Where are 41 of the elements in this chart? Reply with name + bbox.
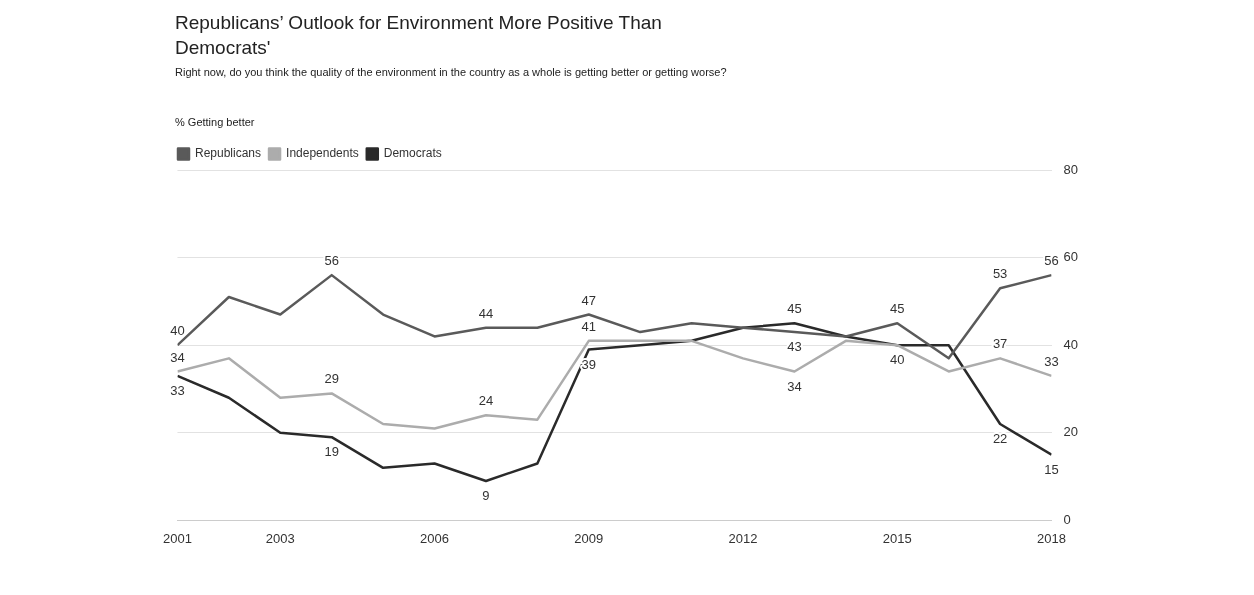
- legend-label: Independents: [286, 146, 359, 161]
- data-label: 39: [581, 356, 597, 372]
- x-tick-label: 2006: [420, 530, 449, 546]
- y-tick-label: 40: [1063, 336, 1079, 352]
- data-label: 29: [324, 371, 339, 387]
- y-tick-label: 60: [1063, 249, 1079, 265]
- data-label: 34: [170, 349, 185, 365]
- data-label: 15: [1044, 461, 1059, 477]
- data-label: 22: [992, 431, 1008, 447]
- x-tick-label: 2018: [1037, 530, 1066, 546]
- x-tick-label: 2012: [728, 530, 758, 546]
- data-label: 33: [1044, 353, 1059, 369]
- data-label: 9: [482, 488, 490, 504]
- x-tick-label: 2003: [265, 530, 295, 546]
- data-label: 56: [324, 253, 339, 269]
- y-tick-label: 0: [1063, 511, 1071, 527]
- data-label: 33: [170, 382, 185, 398]
- data-label: 45: [787, 301, 802, 317]
- data-label: 40: [170, 323, 185, 339]
- data-label: 43: [787, 339, 802, 355]
- x-tick-label: 2015: [882, 530, 912, 546]
- chart-subtitle: Right now, do you think the quality of the environment in the country as a whole is getting better or getting worse?: [175, 65, 728, 80]
- legend-label: Republicans: [195, 146, 262, 161]
- data-label: 19: [324, 444, 339, 460]
- data-label: 40: [890, 352, 905, 368]
- data-label: 34: [787, 378, 802, 394]
- y-axis-title: % Getting better: [175, 116, 255, 128]
- chart-title: Republicans’ Outlook for Environment More Positive Than Democrats': [175, 11, 663, 60]
- data-label: 24: [478, 393, 494, 409]
- data-label: 41: [581, 318, 597, 334]
- y-tick-label: 80: [1063, 161, 1079, 177]
- y-tick-label: 20: [1063, 424, 1079, 440]
- x-tick-label: 2009: [574, 530, 604, 546]
- data-label: 47: [581, 292, 597, 308]
- data-label: 44: [478, 305, 494, 321]
- x-tick-label: 2001: [163, 530, 192, 546]
- data-label: 56: [1044, 253, 1059, 269]
- data-label: 45: [890, 301, 905, 317]
- data-label: 37: [992, 336, 1008, 352]
- data-label: 53: [992, 266, 1008, 282]
- legend-label: Democrats: [383, 146, 442, 161]
